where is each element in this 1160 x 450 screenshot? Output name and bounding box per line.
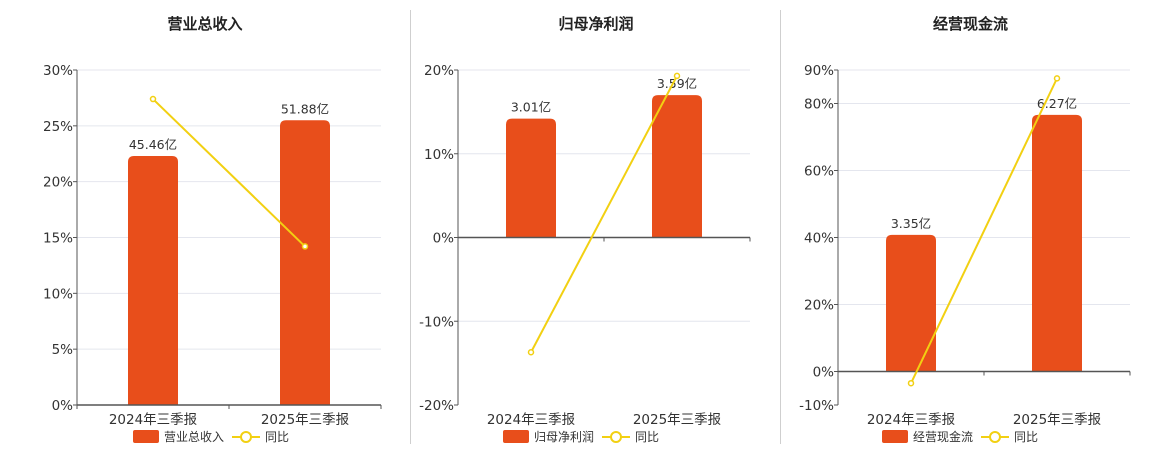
legend-line-swatch <box>232 430 261 443</box>
chart-legend: 营业总收入 同比 <box>133 428 289 445</box>
bar <box>652 95 702 238</box>
y-tick-label: -20% <box>419 398 454 414</box>
yoy-point <box>673 72 681 80</box>
legend-line-label: 同比 <box>635 430 660 444</box>
legend-line-swatch <box>602 430 631 443</box>
yoy-point <box>149 95 157 103</box>
x-tick-label: 2025年三季报 <box>1013 412 1101 428</box>
yoy-point <box>1053 75 1061 82</box>
y-tick-label: 20% <box>804 298 834 314</box>
panel-divider <box>410 10 411 444</box>
bar-value-label: 3.59亿 <box>657 76 697 91</box>
chart-legend: 归母净利润 同比 <box>503 428 659 445</box>
yoy-point <box>527 348 535 356</box>
legend-bar-label: 归母净利润 <box>534 430 595 444</box>
chart-title: 营业总收入 <box>167 15 243 33</box>
bar-value-label: 3.35亿 <box>891 216 931 231</box>
y-tick-label: 10% <box>424 147 454 163</box>
y-tick-label: 0% <box>52 398 74 414</box>
y-tick-label: -10% <box>799 398 834 414</box>
y-tick-label: 0% <box>433 231 455 247</box>
bar <box>886 234 936 372</box>
x-tick-label: 2024年三季报 <box>487 412 575 428</box>
yoy-point <box>301 243 309 250</box>
chart-title: 归母净利润 <box>558 15 634 33</box>
y-tick-label: 60% <box>804 164 834 180</box>
revenue-chart-svg: 0% 5% 10% 15% 20% 25% 30% 45.46亿 51.88亿 2024年三季报 2… <box>43 63 382 428</box>
chart-title: 经营现金流 <box>932 15 1008 33</box>
chart-legend: 经营现金流 同比 <box>882 428 1038 445</box>
y-tick-label: 10% <box>43 286 73 302</box>
y-tick-label: 90% <box>804 63 834 79</box>
x-tick-label: 2025年三季报 <box>261 412 349 428</box>
legend-line-label: 同比 <box>1014 430 1039 444</box>
legend-bar-swatch <box>503 430 529 443</box>
y-tick-label: 20% <box>43 175 73 191</box>
panel-divider <box>780 10 781 444</box>
bar <box>280 120 330 405</box>
yoy-line <box>910 77 1058 384</box>
y-tick-label: 20% <box>424 63 454 79</box>
bar-value-label: 45.46亿 <box>129 137 177 152</box>
y-tick-label: 30% <box>43 63 73 79</box>
bar <box>128 155 178 405</box>
y-tick-label: 25% <box>43 119 73 135</box>
bar-value-label: 51.88亿 <box>281 101 329 116</box>
yoy-point <box>907 379 915 387</box>
yoy-line <box>152 98 306 248</box>
bar-value-label: 3.01亿 <box>511 100 551 115</box>
legend-line-label: 同比 <box>265 430 290 444</box>
net-profit-chart-panel: 归母净利润 -20% -10% 0% 10% 20% 3.01亿 3.59亿 2024年三季报… <box>411 0 781 450</box>
legend-bar-label: 经营现金流 <box>913 430 974 444</box>
legend-line-swatch <box>981 430 1010 443</box>
yoy-line <box>530 75 678 353</box>
cash-flow-chart-panel: 经营现金流 -10% 0% 20% 40% 60% 80% 90% 3.35亿 6.27亿 202… <box>781 0 1160 450</box>
y-tick-label: 40% <box>804 231 834 247</box>
y-tick-label: 80% <box>804 97 834 113</box>
y-tick-label: 5% <box>52 342 74 358</box>
legend-bar-swatch <box>133 430 159 443</box>
revenue-chart-panel: 营业总收入 0% 5% 10% 15% 20% 25% 30% 45.46亿 51.88亿 202… <box>0 0 410 450</box>
y-tick-label: 0% <box>813 365 835 381</box>
legend-bar-label: 营业总收入 <box>164 430 225 444</box>
y-tick-label: -10% <box>419 314 454 330</box>
legend-bar-swatch <box>882 430 908 443</box>
y-tick-label: 15% <box>43 231 73 247</box>
x-tick-label: 2024年三季报 <box>109 412 197 428</box>
x-tick-label: 2024年三季报 <box>867 412 955 428</box>
net-profit-chart-svg: -20% -10% 0% 10% 20% 3.01亿 3.59亿 2024年三季报 2025年三… <box>419 63 751 428</box>
bar <box>1032 114 1082 372</box>
bar <box>506 118 556 238</box>
x-tick-label: 2025年三季报 <box>633 412 721 428</box>
